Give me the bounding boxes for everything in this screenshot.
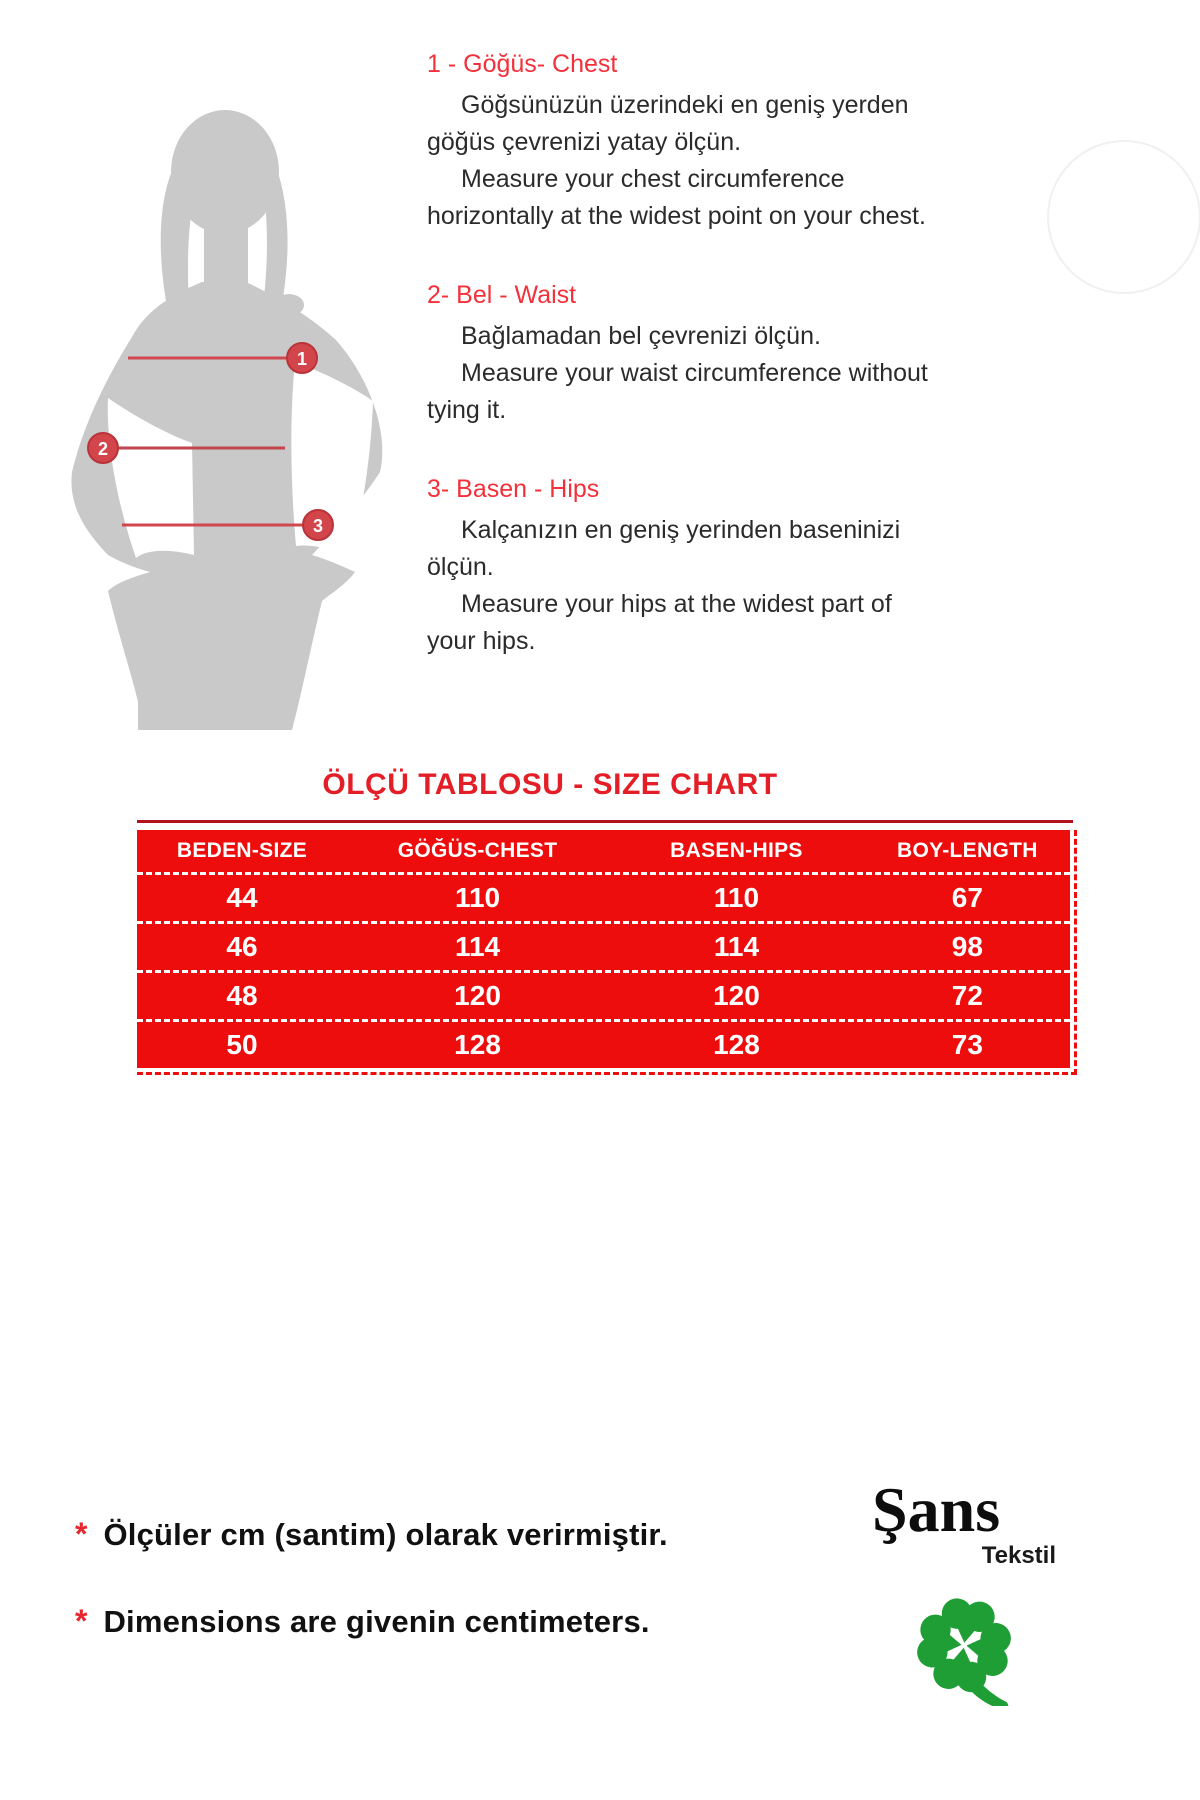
marker-3-label: 3 xyxy=(313,516,323,536)
cell-size: 46 xyxy=(226,931,258,962)
clover-icon xyxy=(898,1582,1062,1712)
waist-heading: 2- Bel - Waist xyxy=(427,281,577,309)
header-boy-length: BOY-LENGTH xyxy=(897,839,1038,862)
chest-heading: 1 - Göğüs- Chest xyxy=(427,50,618,78)
brand-name: Şans xyxy=(872,1474,1001,1545)
table-row: 44 110 110 67 xyxy=(137,872,1070,921)
marker-1-label: 1 xyxy=(297,349,307,369)
cell-size: 44 xyxy=(226,882,258,913)
section-chest: 1 - Göğüs- Chest Göğsünüzün üzerindeki e… xyxy=(427,48,1012,235)
note-english: * Dimensions are givenin centimeters. xyxy=(75,1603,650,1640)
cell-hips: 110 xyxy=(713,882,760,913)
table-row: 46 114 114 98 xyxy=(137,921,1070,970)
cell-chest: 120 xyxy=(454,980,501,1011)
asterisk-icon: * xyxy=(75,1516,88,1552)
waist-text-english: Measure your waist circumference without… xyxy=(427,359,928,424)
table-header-row: BEDEN-SIZE GÖĞÜS-CHEST BASEN-HIPS BOY-LE… xyxy=(137,830,1070,872)
cell-size: 48 xyxy=(226,980,258,1011)
asterisk-icon: * xyxy=(75,1603,88,1639)
cell-length: 72 xyxy=(951,980,983,1011)
size-chart-table: BEDEN-SIZE GÖĞÜS-CHEST BASEN-HIPS BOY-LE… xyxy=(137,830,1077,1075)
table-row: 48 120 120 72 xyxy=(137,970,1070,1019)
cell-length: 67 xyxy=(951,882,983,913)
hips-text-turkish: Kalçanızın en geniş yerinden baseninizi … xyxy=(427,516,901,581)
title-rule xyxy=(137,820,1073,823)
silhouette-hair xyxy=(171,110,279,234)
measuring-instructions: 1 - Göğüs- Chest Göğsünüzün üzerindeki e… xyxy=(427,48,1012,704)
cell-length: 98 xyxy=(951,931,983,962)
cell-hips: 114 xyxy=(713,931,760,962)
cell-hips: 120 xyxy=(713,980,760,1011)
cell-chest: 110 xyxy=(454,882,501,913)
cell-chest: 114 xyxy=(454,931,501,962)
header-gogus-chest: GÖĞÜS-CHEST xyxy=(397,839,558,862)
section-waist: 2- Bel - Waist Bağlamadan bel çevrenizi … xyxy=(427,279,1012,429)
section-hips: 3- Basen - Hips Kalçanızın en geniş yeri… xyxy=(427,473,1012,660)
faint-circle-decoration xyxy=(1047,140,1200,294)
note-turkish-text: Ölçüler cm (santim) olarak verirmiştir. xyxy=(103,1517,668,1552)
marker-2-circle xyxy=(87,432,119,464)
chest-text-english: Measure your chest circumference horizon… xyxy=(427,165,926,230)
hips-heading: 3- Basen - Hips xyxy=(427,475,600,503)
cell-length: 73 xyxy=(951,1029,983,1060)
note-turkish: * Ölçüler cm (santim) olarak verirmiştir… xyxy=(75,1516,668,1553)
header-beden-size: BEDEN-SIZE xyxy=(176,839,308,862)
waist-text-turkish: Bağlamadan bel çevrenizi ölçün. xyxy=(461,322,821,350)
marker-1-circle xyxy=(286,342,318,374)
header-basen-hips: BASEN-HIPS xyxy=(670,839,803,862)
brand-logo: Şans Tekstil xyxy=(872,1474,1062,1712)
cell-chest: 128 xyxy=(454,1029,501,1060)
chest-text-turkish: Göğsünüzün üzerindeki en geniş yerden gö… xyxy=(427,91,909,156)
note-english-text: Dimensions are givenin centimeters. xyxy=(103,1604,650,1639)
cell-size: 50 xyxy=(226,1029,258,1060)
table-row: 50 128 128 73 xyxy=(137,1019,1070,1068)
body-silhouette-figure: 1 2 3 xyxy=(71,110,383,730)
brand-subtitle: Tekstil xyxy=(981,1542,1056,1569)
cell-hips: 128 xyxy=(713,1029,760,1060)
marker-3-circle xyxy=(302,509,334,541)
size-chart-title: ÖLÇÜ TABLOSU - SIZE CHART xyxy=(322,768,778,801)
marker-2-label: 2 xyxy=(98,439,108,459)
hips-text-english: Measure your hips at the widest part of … xyxy=(427,590,892,655)
measurement-lines: 1 2 3 xyxy=(87,342,334,541)
